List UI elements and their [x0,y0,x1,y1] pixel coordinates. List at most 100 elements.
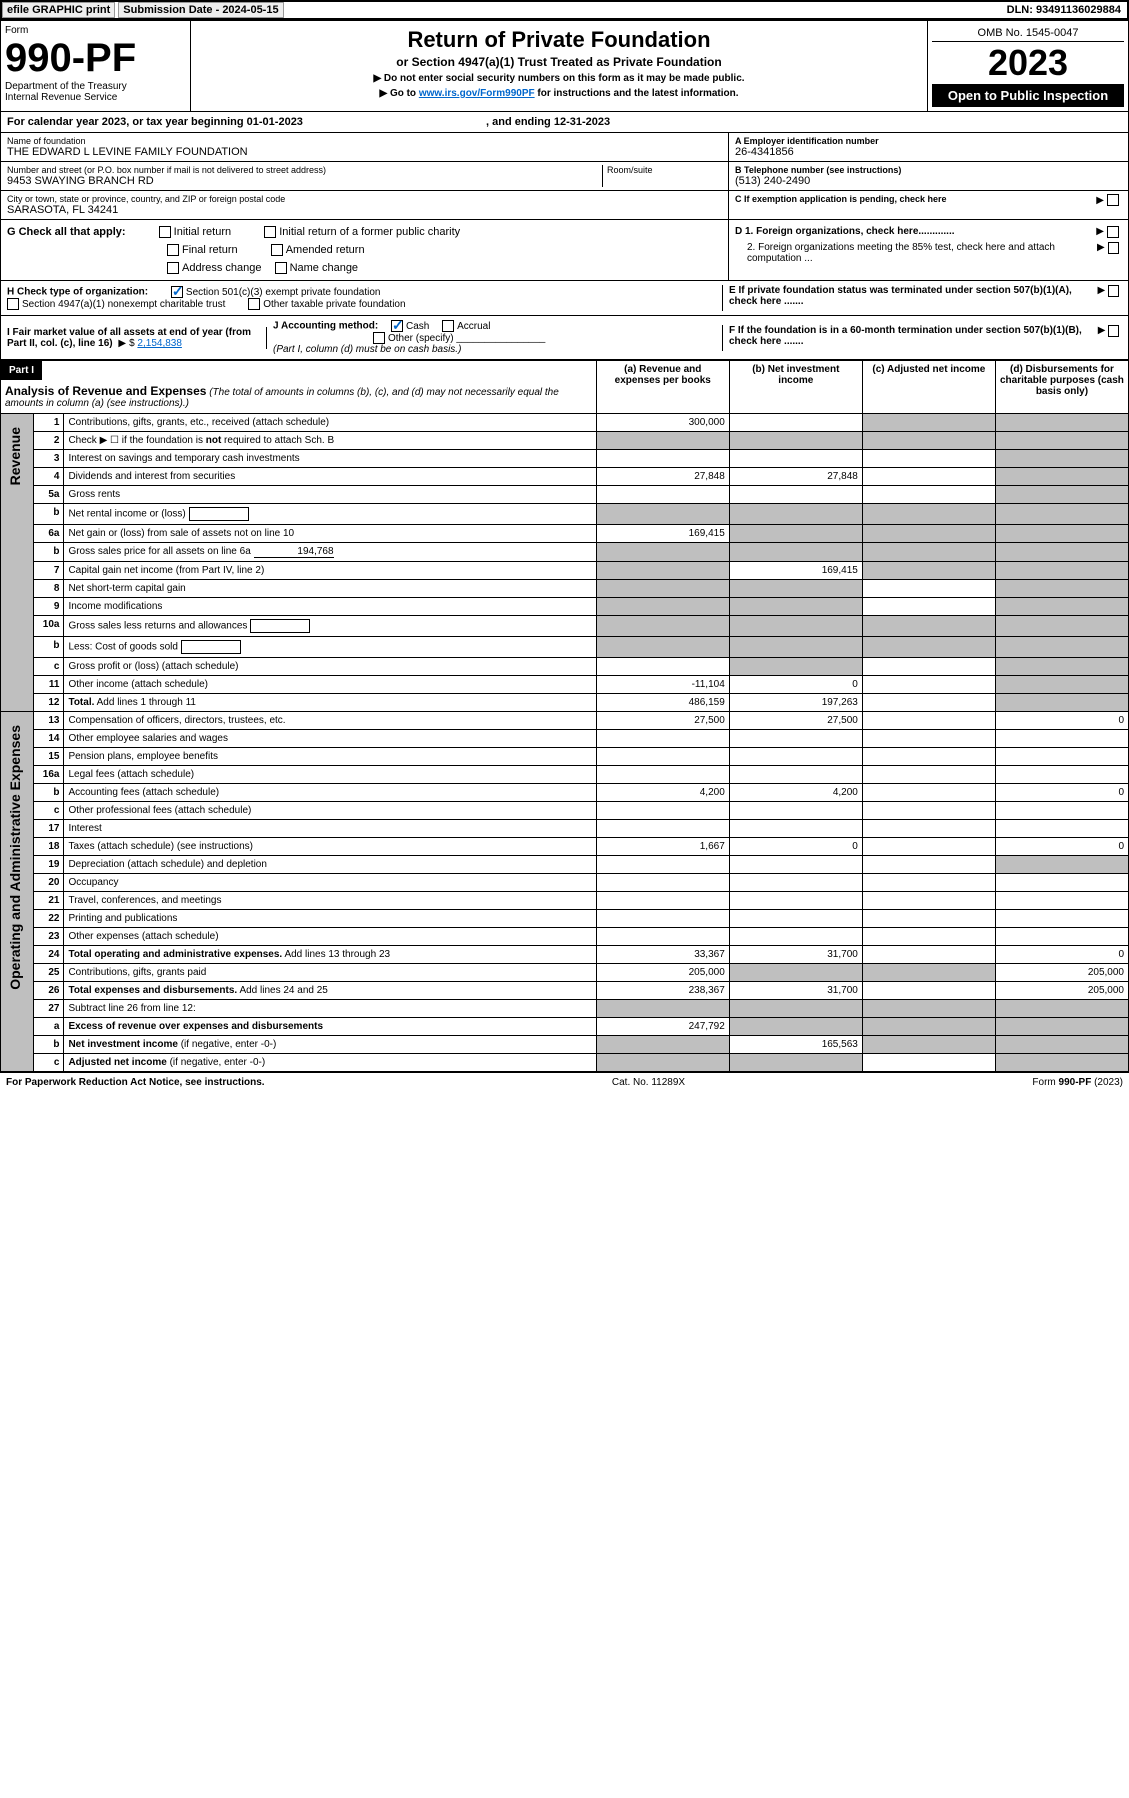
submission-date: Submission Date - 2024-05-15 [118,2,283,18]
row-number: 21 [33,892,64,910]
table-row: 10aGross sales less returns and allowanc… [1,616,1129,637]
efile-label[interactable]: efile GRAPHIC print [2,2,115,18]
row-number: 24 [33,946,64,964]
cell-dcol [995,856,1128,874]
cell-dcol [995,450,1128,468]
cell-a [596,486,729,504]
cell-a [596,432,729,450]
table-row: cGross profit or (loss) (attach schedule… [1,658,1129,676]
cell-b [729,543,862,562]
row-description: Total operating and administrative expen… [64,946,596,964]
row-number: a [33,1018,64,1036]
row-description: Other income (attach schedule) [64,676,596,694]
revenue-side-label: Revenue [1,414,34,712]
cell-a [596,874,729,892]
cell-c [862,486,995,504]
row-number: 18 [33,838,64,856]
row-number: 10a [33,616,64,637]
foundation-name: THE EDWARD L LEVINE FAMILY FOUNDATION [7,146,722,158]
cell-c [862,946,995,964]
j-cash[interactable] [391,320,403,332]
row-number: 2 [33,432,64,450]
name-label: Name of foundation [7,136,722,146]
phone: (513) 240-2490 [735,175,1122,187]
j-accrual[interactable] [442,320,454,332]
row-number: 13 [33,712,64,730]
city-state-zip: SARASOTA, FL 34241 [7,204,722,216]
cell-a [596,616,729,637]
g2-check[interactable] [264,226,276,238]
c-checkbox[interactable] [1107,194,1119,206]
cell-dcol [995,1036,1128,1054]
ein: 26-4341856 [735,146,1122,158]
cell-b [729,730,862,748]
table-row: 25Contributions, gifts, grants paid205,0… [1,964,1129,982]
row-description: Dividends and interest from securities [64,468,596,486]
col-b-header: (b) Net investment income [729,361,862,414]
row-description: Occupancy [64,874,596,892]
table-row: 18Taxes (attach schedule) (see instructi… [1,838,1129,856]
row-description: Interest [64,820,596,838]
cell-b [729,802,862,820]
cell-a [596,598,729,616]
cell-dcol [995,637,1128,658]
part1-label: Part I [1,361,42,380]
cell-b [729,1000,862,1018]
cell-b [729,856,862,874]
cell-c [862,1000,995,1018]
row-number: b [33,637,64,658]
h3-check[interactable] [248,298,260,310]
g1-check[interactable] [159,226,171,238]
cell-c [862,910,995,928]
cell-b [729,658,862,676]
cell-dcol [995,892,1128,910]
cell-dcol [995,802,1128,820]
cell-c [862,766,995,784]
cell-a: 169,415 [596,525,729,543]
e-check[interactable] [1108,285,1119,297]
row-description: Gross sales less returns and allowances [64,616,596,637]
row-description: Travel, conferences, and meetings [64,892,596,910]
g4-check[interactable] [271,244,283,256]
cell-dcol: 0 [995,838,1128,856]
cell-c [862,874,995,892]
table-row: 6aNet gain or (loss) from sale of assets… [1,525,1129,543]
d1-check[interactable] [1107,226,1119,238]
row-description: Less: Cost of goods sold [64,637,596,658]
cell-a [596,892,729,910]
cell-c [862,820,995,838]
addr-label: Number and street (or P.O. box number if… [7,165,602,175]
h2-check[interactable] [7,298,19,310]
row-description: Net short-term capital gain [64,580,596,598]
cell-dcol [995,504,1128,525]
irs-link[interactable]: www.irs.gov/Form990PF [419,88,535,99]
row-description: Legal fees (attach schedule) [64,766,596,784]
cell-b [729,637,862,658]
col-d-header: (d) Disbursements for charitable purpose… [995,361,1128,414]
g5-check[interactable] [167,262,179,274]
cell-dcol: 205,000 [995,964,1128,982]
form-number: 990-PF [5,36,186,81]
j-other[interactable] [373,332,385,344]
cell-dcol [995,874,1128,892]
cell-b [729,1018,862,1036]
street-address: 9453 SWAYING BRANCH RD [7,175,602,187]
table-row: Operating and Administrative Expenses13C… [1,712,1129,730]
cell-b [729,598,862,616]
cell-a: 1,667 [596,838,729,856]
g3-check[interactable] [167,244,179,256]
row-number: b [33,504,64,525]
cell-b [729,748,862,766]
h1-check[interactable] [171,286,183,298]
cell-c [862,432,995,450]
cell-b: 27,500 [729,712,862,730]
table-row: aExcess of revenue over expenses and dis… [1,1018,1129,1036]
row-number: 12 [33,694,64,712]
cell-c [862,838,995,856]
cell-b [729,450,862,468]
f-check[interactable] [1108,325,1119,337]
cell-c [862,982,995,1000]
g6-check[interactable] [275,262,287,274]
d2-check[interactable] [1108,242,1119,254]
fmv-link[interactable]: 2,154,838 [137,338,182,349]
